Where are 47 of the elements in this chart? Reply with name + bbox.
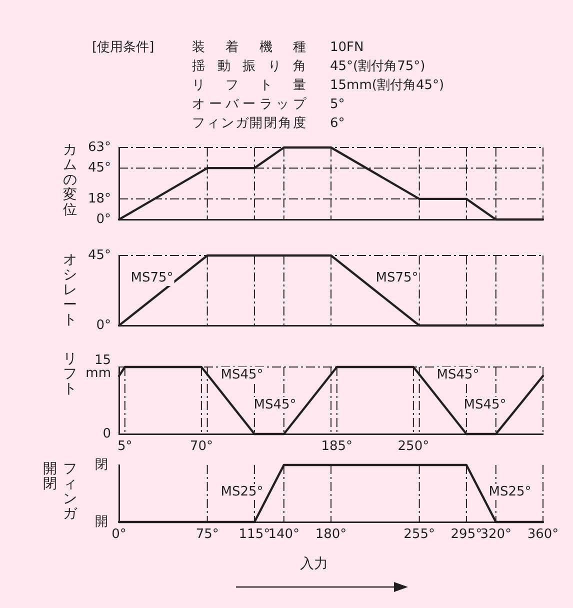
x-tick-label: 75°: [196, 527, 219, 542]
annotation: MS75°: [376, 270, 418, 286]
text: 5°: [330, 96, 345, 114]
chart-title: [使用条件]: [92, 39, 154, 57]
annotation: MS45°: [254, 397, 296, 412]
x-tick-label: 360°: [527, 527, 559, 542]
annotation: MS45°: [436, 367, 480, 382]
text: 45°(割付角75°): [330, 58, 426, 76]
x-axis-title: 入力: [299, 555, 329, 574]
text: リフト量: [192, 77, 306, 95]
text: 10FN: [330, 39, 364, 57]
annotation: MS25°: [220, 484, 264, 500]
x-tick-label: 255°: [404, 527, 435, 542]
text: 装着機種: [192, 39, 306, 57]
x-tick-label: 0°: [112, 527, 126, 542]
x-tick-label: 115°: [238, 527, 270, 542]
y-tick-label: 45°: [88, 248, 111, 263]
y-axis-title: カムの変位: [62, 142, 78, 218]
y-tick-label: 0: [102, 426, 111, 442]
text: 揺動振り角: [192, 58, 306, 76]
x-tick-label: 185°: [321, 439, 353, 454]
y-axis-title: リフト: [62, 351, 78, 397]
text: 15mm(割付角45°): [330, 77, 444, 95]
text: 閉: [95, 457, 108, 472]
y-tick-label: 0°: [96, 212, 111, 227]
x-tick-label: 70°: [190, 439, 213, 454]
text: 開: [95, 514, 108, 530]
x-tick-label: 250°: [398, 439, 430, 454]
text: 6°: [330, 115, 345, 133]
annotation: MS45°: [220, 367, 264, 382]
text: オーバーラップ: [192, 96, 306, 114]
annotation: MS25°: [488, 484, 532, 500]
x-tick-label: 5°: [118, 439, 132, 454]
y-tick-label: 45°: [88, 160, 111, 176]
y-axis-title: オシレート: [62, 252, 78, 328]
y-tick-label: 18°: [88, 191, 111, 206]
y-tick-label: 63°: [88, 140, 111, 155]
y-tick-label: 15 mm: [86, 352, 111, 381]
x-tick-label: 140°: [268, 527, 300, 542]
annotation: MS75°: [130, 270, 174, 286]
x-tick-label: 180°: [315, 527, 347, 542]
annotation: MS45°: [464, 397, 506, 412]
x-tick-label: 295°: [450, 527, 482, 542]
text: フィンガ開閉角度: [192, 115, 306, 133]
text: フィンガ開閉: [43, 461, 77, 522]
x-tick-label: 320°: [480, 527, 512, 542]
y-tick-label: 0°: [96, 318, 111, 333]
